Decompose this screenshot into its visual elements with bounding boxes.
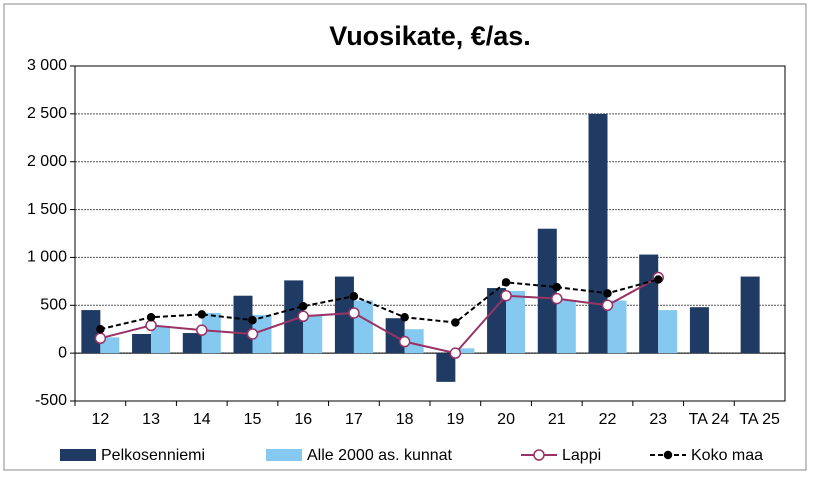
bar <box>132 334 152 354</box>
x-tick-label: TA 25 <box>739 411 780 428</box>
y-tick-label: 1 500 <box>27 201 67 218</box>
x-tick-label: 15 <box>244 411 262 428</box>
x-tick-label: 19 <box>446 411 464 428</box>
legend-marker <box>663 450 673 460</box>
bar <box>556 300 576 354</box>
legend-label: Pelkosenniemi <box>101 447 205 464</box>
marker <box>603 289 612 298</box>
marker <box>449 347 462 359</box>
legend-swatch <box>266 449 302 461</box>
x-tick-label: 18 <box>396 411 414 428</box>
marker <box>298 301 308 311</box>
bar <box>201 312 221 354</box>
bar <box>639 254 659 354</box>
bar <box>740 276 760 354</box>
bar <box>689 307 709 354</box>
marker <box>197 310 207 319</box>
bar <box>506 290 526 354</box>
marker <box>248 315 257 325</box>
marker <box>653 275 663 284</box>
chart-title: Vuosikate, €/as. <box>329 21 531 51</box>
bar <box>487 288 507 354</box>
bar <box>233 295 253 354</box>
x-tick-label: 14 <box>193 411 211 428</box>
marker <box>246 328 259 340</box>
marker <box>145 319 157 332</box>
x-tick-label: 21 <box>548 411 566 428</box>
bar <box>658 310 678 354</box>
legend-label: Lappi <box>562 447 601 464</box>
x-tick-label: 20 <box>497 411 515 428</box>
marker <box>451 318 460 327</box>
legend-marker <box>533 449 545 461</box>
bar <box>436 353 456 382</box>
y-tick-label: 3 000 <box>27 57 67 74</box>
bar <box>284 280 304 354</box>
x-tick-label: 13 <box>142 411 160 428</box>
y-tick-label: 2 500 <box>27 105 67 122</box>
x-tick-label: 22 <box>599 411 617 428</box>
marker <box>349 291 359 301</box>
x-tick-label: TA 24 <box>689 411 730 428</box>
marker <box>398 335 411 348</box>
bar <box>537 228 557 354</box>
bar <box>252 314 272 354</box>
marker <box>552 282 562 292</box>
bar <box>81 310 101 354</box>
marker <box>601 299 614 312</box>
chart-frame <box>3 3 807 471</box>
marker <box>146 313 156 322</box>
x-tick-label: 23 <box>649 411 667 428</box>
marker <box>551 292 563 305</box>
marker <box>501 278 511 287</box>
marker <box>297 310 309 323</box>
marker <box>348 307 360 319</box>
bar <box>455 348 475 354</box>
legend-label: Koko maa <box>691 447 763 464</box>
bar <box>151 326 171 354</box>
bar <box>588 113 608 354</box>
bar <box>404 329 424 354</box>
y-tick-label: -500 <box>35 392 67 409</box>
x-tick-label: 12 <box>91 411 109 428</box>
line <box>100 278 659 331</box>
bar <box>182 333 202 354</box>
bar <box>607 300 627 354</box>
x-tick-label: 16 <box>294 411 312 428</box>
bar <box>334 276 354 354</box>
legend-swatch <box>60 449 96 461</box>
y-tick-label: 2 000 <box>27 153 67 170</box>
marker <box>196 324 208 336</box>
x-tick-label: 17 <box>345 411 363 428</box>
line <box>100 276 659 355</box>
legend-label: Alle 2000 as. kunnat <box>307 447 453 464</box>
y-tick-label: 500 <box>40 297 67 314</box>
bar <box>303 314 323 354</box>
marker <box>400 313 409 322</box>
marker <box>94 332 107 345</box>
marker <box>96 324 105 334</box>
y-tick-label: 0 <box>58 344 67 361</box>
y-tick-label: 1 000 <box>27 249 67 266</box>
marker <box>500 289 512 302</box>
